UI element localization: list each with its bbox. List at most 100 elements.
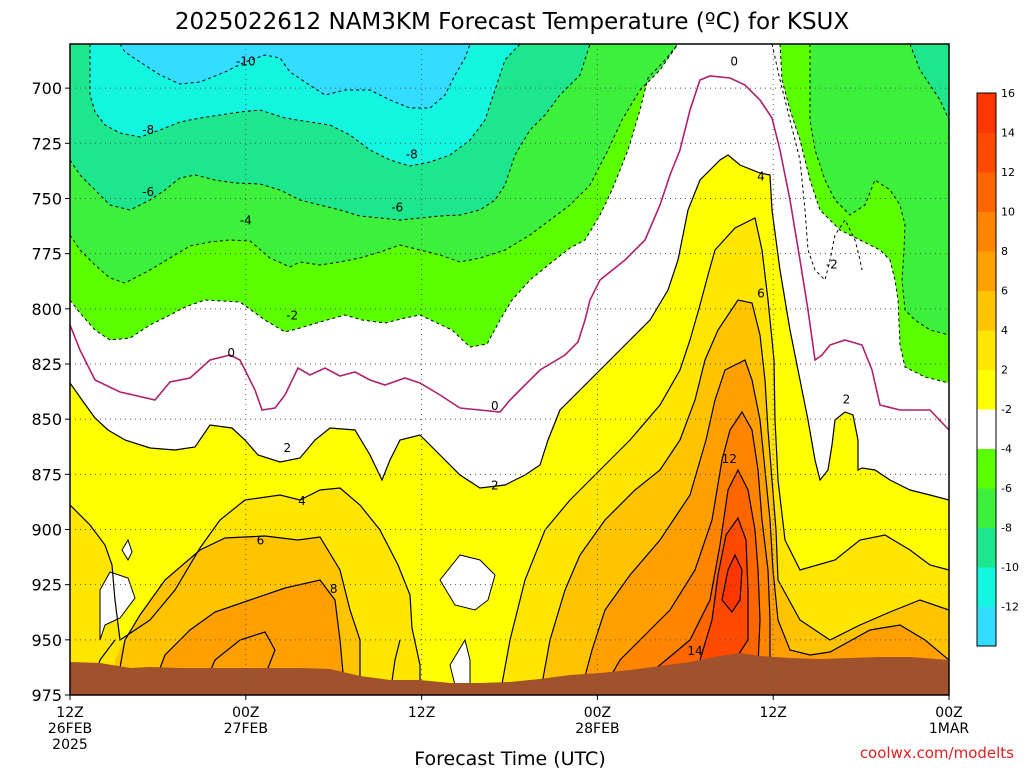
contour-label: 14	[687, 644, 702, 658]
contour-plus-8	[149, 579, 346, 695]
plot-frame	[69, 43, 950, 696]
colorbar-swatch	[977, 606, 996, 647]
x-tick-label: 12Z	[759, 705, 786, 721]
contour-labels: -10 -8 -8 -6 -6 -4 -2 -2 0 0 0 2 2 2 4 4 6 6 8 12 14	[142, 55, 851, 658]
colorbar-tick-label: -12	[1001, 601, 1019, 614]
chart-title: 2025022612 NAM3KM Forecast Temperature (…	[175, 9, 850, 35]
contour-label: 0	[227, 346, 235, 360]
contour-label: 2	[283, 441, 291, 455]
colorbar-swatch	[977, 409, 996, 449]
contour-plus-8-mid	[579, 359, 949, 695]
colorbar-swatch	[977, 448, 996, 489]
terrain	[70, 653, 949, 695]
colorbar-tick-label: 6	[1001, 285, 1008, 298]
contour-label: -6	[391, 200, 403, 214]
x-tick-label: 00Z	[584, 705, 611, 721]
fill-band-minus-6-right	[810, 44, 949, 335]
x-tick-label: 26FEB	[48, 721, 92, 737]
contour-plus-4-mid	[499, 217, 949, 695]
colorbar-swatch	[977, 211, 996, 252]
contour-plus-2	[70, 154, 949, 501]
contour-minus-8-right	[909, 44, 949, 121]
colorbar-tick-label: 4	[1001, 324, 1008, 337]
contour-minus-2	[70, 44, 679, 348]
zero-contour	[70, 75, 949, 431]
contour-minus-2-right	[771, 44, 863, 281]
contour-plus-10	[599, 410, 771, 695]
y-tick-label: 925	[31, 576, 62, 595]
contour-plus-16	[721, 553, 743, 614]
contour-label: 2	[491, 478, 499, 492]
colorbar-tick-label: -8	[1001, 522, 1012, 535]
contour-label: 8	[330, 582, 338, 596]
contour-label: 0	[491, 399, 499, 413]
contour-label: -2	[286, 308, 298, 322]
contour-label: 6	[757, 286, 765, 300]
y-tick-label: 950	[31, 631, 62, 650]
contour-label: 2	[843, 392, 851, 406]
colorbar-tick-label: -10	[1001, 561, 1019, 574]
y-tick-label: 825	[31, 355, 62, 374]
contour-label: 4	[298, 494, 306, 508]
x-tick-label: 00Z	[232, 705, 259, 721]
fill-band-minus-8-right	[910, 44, 949, 120]
y-tick-label: 750	[31, 189, 62, 208]
colorbar-tick-label: -2	[1001, 403, 1012, 416]
colorbar-swatch	[977, 172, 996, 212]
colorbar-swatch	[977, 330, 996, 370]
contour-plus-4	[70, 487, 421, 695]
fill-pocket-near-zero-1	[439, 554, 496, 611]
y-tick-label: 875	[31, 465, 62, 484]
x-axis-label: Forecast Time (UTC)	[414, 748, 605, 768]
y-tick-label: 725	[31, 134, 62, 153]
colorbar-tick-label: 2	[1001, 364, 1008, 377]
contour-minus-10	[119, 44, 471, 109]
contour-label: -6	[142, 185, 154, 199]
colorbar: -12 -10 -8 -6 -4 -2 2 4 6 8 10 12 14 16	[976, 87, 1019, 647]
colorbar-swatch	[977, 369, 996, 410]
contour-minus-4	[70, 44, 679, 284]
fill-band-plus-16	[722, 555, 742, 612]
colorbar-tick-label: 10	[1001, 206, 1015, 219]
contour-label: 12	[722, 452, 737, 466]
y-tick-label: 850	[31, 410, 62, 429]
fill-band-minus-12	[120, 44, 470, 108]
contour-label: -10	[236, 55, 256, 69]
colorbar-tick-label: 8	[1001, 245, 1008, 258]
y-axis: 700 725 750 775 800 825 850 875 900 925 950 975	[31, 79, 70, 705]
colorbar-swatch	[977, 488, 996, 528]
contour-plus-6	[114, 535, 361, 695]
x-tick-label: 00Z	[935, 705, 962, 721]
contour-label: -4	[240, 214, 252, 228]
contour-label: -8	[406, 147, 418, 161]
contour-minus-4-right	[779, 44, 949, 384]
x-tick-label: 1MAR	[929, 721, 970, 737]
y-tick-label: 800	[31, 300, 62, 319]
colorbar-tick-label: 14	[1001, 127, 1015, 140]
y-tick-label: 775	[31, 245, 62, 264]
colorbar-swatch	[977, 132, 996, 173]
colorbar-tick-label: -4	[1001, 443, 1012, 456]
colorbar-frame	[976, 92, 997, 647]
credit-text: coolwx.com/modelts	[860, 744, 1014, 762]
colorbar-tick-label: 16	[1001, 87, 1015, 100]
grid-lines	[70, 44, 949, 695]
x-tick-label: 12Z	[56, 705, 83, 721]
contour-minus-6	[70, 44, 591, 221]
colorbar-tick-label: 12	[1001, 166, 1015, 179]
x-tick-label: 12Z	[408, 705, 435, 721]
colorbar-swatch	[977, 290, 996, 331]
colorbar-tick-label: -6	[1001, 482, 1012, 495]
colorbar-swatch	[977, 527, 996, 568]
contour-lines	[70, 44, 949, 384]
colorbar-swatch	[977, 567, 996, 607]
y-tick-label: 900	[31, 520, 62, 539]
colorbar-swatch	[977, 93, 996, 133]
plot-area: -10 -8 -8 -6 -6 -4 -2 -2 0 0 0 2 2 2 4 4 6 6 8 12 14	[70, 44, 949, 695]
x-tick-label: 2025	[52, 737, 88, 753]
fill-pocket-near-zero-4	[121, 538, 133, 562]
contour-label: -8	[142, 123, 154, 137]
y-tick-label: 700	[31, 79, 62, 98]
